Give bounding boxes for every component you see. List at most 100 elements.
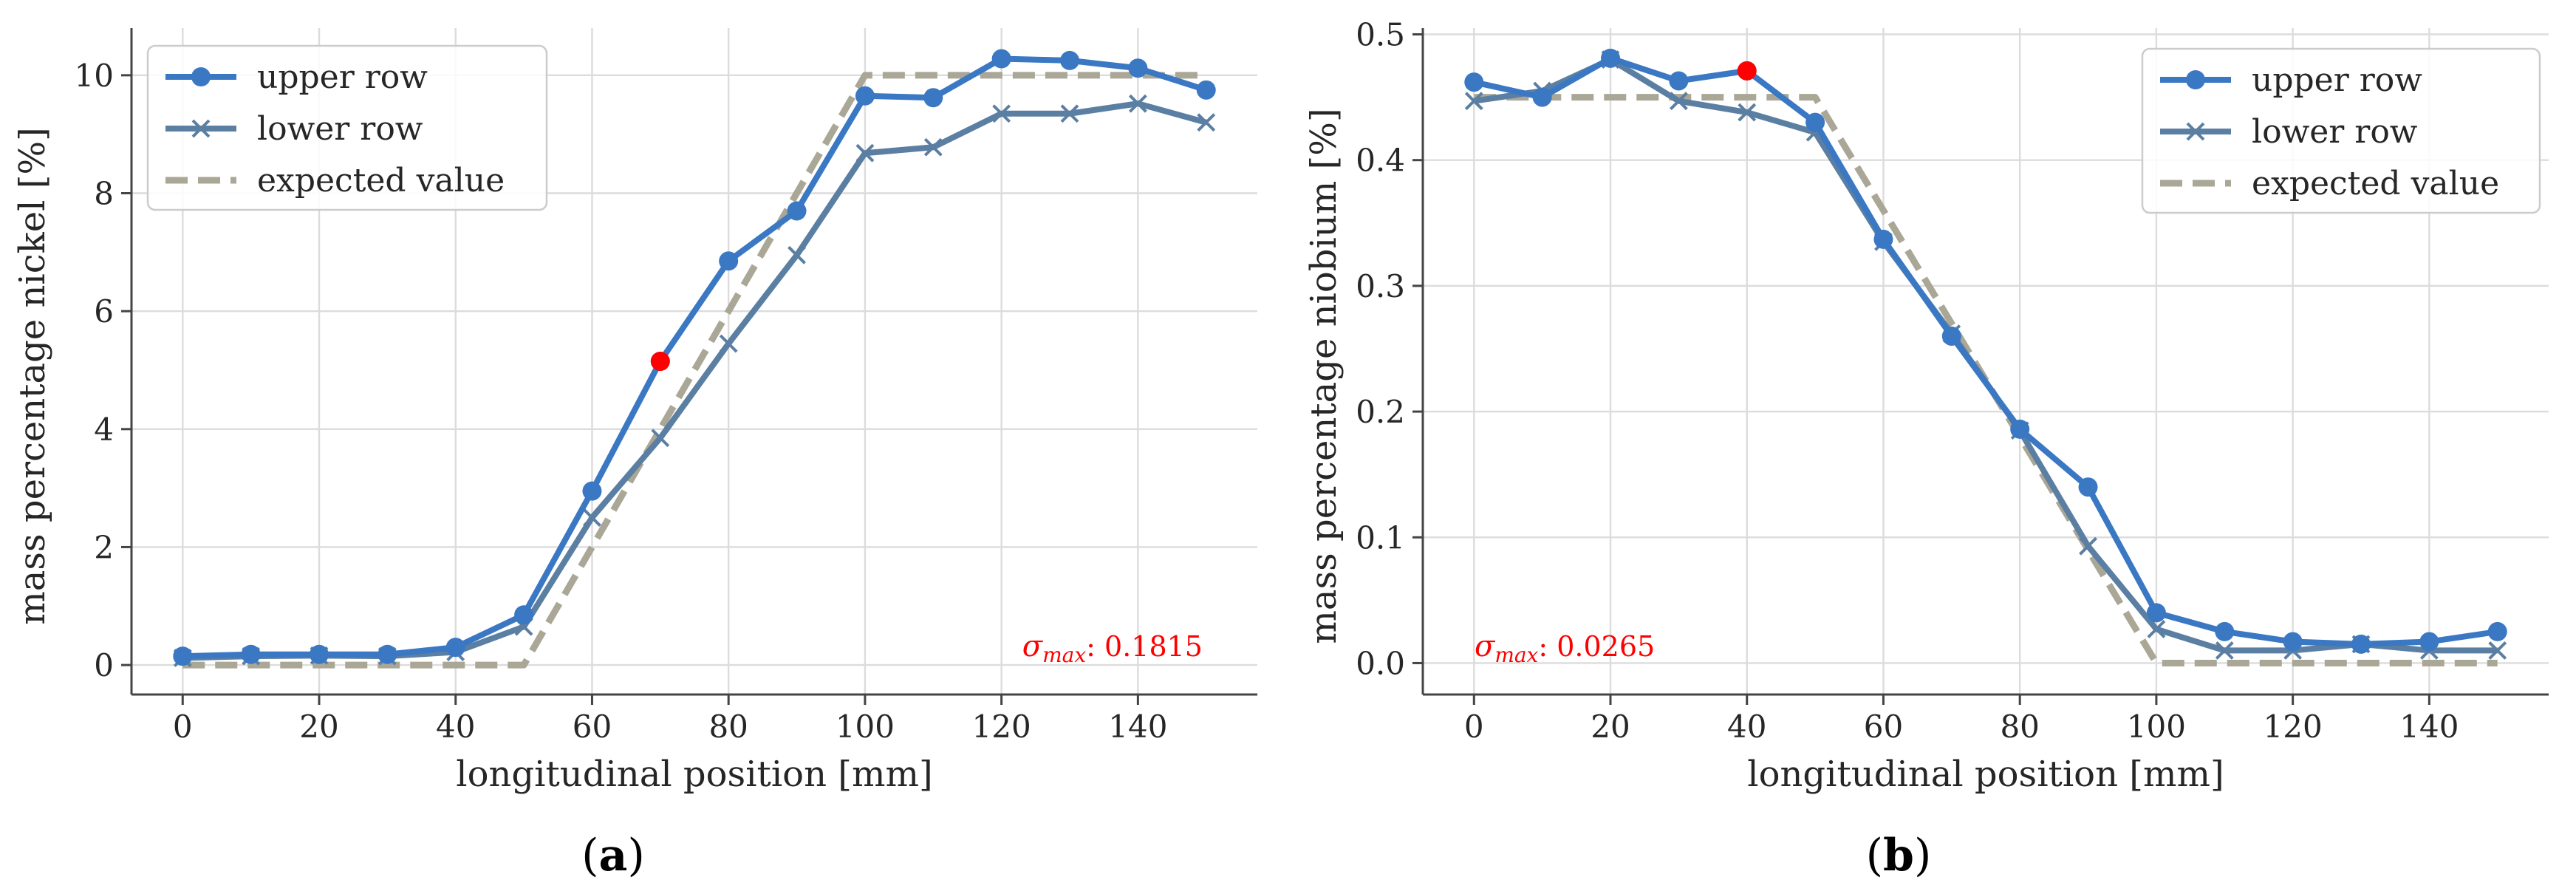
data-point-upper-row <box>377 644 397 664</box>
legend-frame <box>146 44 548 211</box>
legend-label-lower-row: lower row <box>257 110 423 148</box>
y-tick-label: 0.0 <box>1356 645 1405 681</box>
caption-letter: a <box>599 830 628 881</box>
x-tick-label: 120 <box>972 709 1031 745</box>
data-point-lower-row <box>992 104 1011 123</box>
y-tick-label: 0 <box>94 647 114 683</box>
legend-marker-upper-row <box>2186 70 2205 89</box>
y-tick-label: 0.5 <box>1356 17 1405 53</box>
data-point-upper-row <box>582 481 602 501</box>
y-axis-label: mass percentage niobium [%] <box>1303 108 1345 644</box>
y-tick-label: 2 <box>94 529 114 565</box>
y-tick-label: 8 <box>94 176 114 212</box>
data-point-lower-row <box>583 508 601 527</box>
x-axis-label: longitudinal position [mm] <box>456 754 932 795</box>
y-tick-label: 10 <box>75 58 114 94</box>
caption-letter: b <box>1883 830 1914 881</box>
legend: upper row lower row expected value <box>2141 47 2541 214</box>
x-axis-label: longitudinal position [mm] <box>1747 754 2224 795</box>
sigma-subscript: max <box>1042 643 1086 667</box>
y-tick-label: 0.3 <box>1356 268 1405 304</box>
series-line-upper-row <box>1473 55 2498 647</box>
caption-paren: ) <box>1914 830 1931 881</box>
data-point-upper-row <box>1060 50 1079 70</box>
chart-b: 0 20 40 60 80 100 120 140 0.0 0.1 0.2 0.3 0.4 0.5 long… <box>1303 17 2549 881</box>
data-point-upper-row <box>1669 71 1689 91</box>
y-tick-label: 0.2 <box>1356 394 1405 430</box>
data-point-upper-row <box>991 49 1011 69</box>
data-point-lower-row <box>1738 103 1757 122</box>
data-point-upper-row <box>2487 621 2507 641</box>
data-point-upper-row <box>1196 80 1216 100</box>
x-tick-label: 0 <box>173 709 193 745</box>
panel-caption: (a) <box>581 830 645 881</box>
data-point-upper-row <box>2351 634 2371 654</box>
data-point-upper-row <box>2215 621 2235 641</box>
data-point-upper-row <box>2283 632 2303 652</box>
sigma-subscript: max <box>1494 643 1538 667</box>
x-tick-label: 140 <box>1108 709 1167 745</box>
sigma-symbol: σ <box>1022 629 1044 663</box>
data-point-lower-row <box>923 137 943 157</box>
data-point-upper-row <box>855 86 875 106</box>
series-line-upper-row <box>182 55 1207 660</box>
x-tick-label: 20 <box>299 709 338 745</box>
data-point-upper-row <box>2419 632 2439 652</box>
data-point-upper-row <box>2010 419 2030 439</box>
x-tick-label: 40 <box>436 709 475 745</box>
data-point-upper-row <box>1601 48 1620 68</box>
data-point-lower-row <box>2147 620 2166 638</box>
data-point-lower-row <box>788 245 806 265</box>
data-point-lower-row <box>1197 113 1216 132</box>
data-point-upper-row <box>1941 326 1961 346</box>
legend-marker-lower-row <box>191 119 211 138</box>
chart-a: 0 20 40 60 80 100 120 140 0 2 4 6 8 10 longitudinal po… <box>12 28 1257 881</box>
panel-caption: (b) <box>1866 830 1932 881</box>
legend-label-lower-row: lower row <box>2252 113 2418 151</box>
sigma-value: : 0.0265 <box>1538 630 1655 663</box>
data-point-upper-row <box>719 251 739 271</box>
data-point-upper-row <box>1873 229 1893 249</box>
legend-marker-lower-row <box>2186 122 2205 141</box>
y-tick-label: 0.4 <box>1356 143 1405 179</box>
highlight-point <box>1737 61 1757 81</box>
legend-marker-upper-row <box>191 67 211 86</box>
legend-label-expected-value: expected value <box>257 162 505 199</box>
data-point-lower-row <box>2079 536 2097 556</box>
data-point-lower-row <box>651 429 670 448</box>
sigma-max-annotation: σmax: 0.1815 <box>1022 629 1203 667</box>
sigma-value: : 0.1815 <box>1086 630 1203 663</box>
data-point-upper-row <box>310 644 329 664</box>
y-tick-label: 0.1 <box>1356 519 1405 556</box>
data-point-lower-row <box>1464 92 1483 111</box>
x-tick-label: 80 <box>2000 709 2039 745</box>
data-point-upper-row <box>2146 603 2166 623</box>
x-tick-label: 60 <box>573 709 612 745</box>
x-tick-label: 40 <box>1727 709 1766 745</box>
x-tick-label: 140 <box>2399 709 2459 745</box>
y-tick-label: 6 <box>94 293 114 330</box>
data-point-lower-row <box>2215 641 2234 660</box>
data-point-upper-row <box>445 638 465 658</box>
data-point-lower-row <box>1060 104 1079 123</box>
data-point-upper-row <box>2078 477 2098 497</box>
x-tick-label: 100 <box>836 709 895 745</box>
data-point-upper-row <box>1805 112 1825 132</box>
legend-label-upper-row: upper row <box>2252 61 2422 99</box>
caption-paren: ( <box>581 830 598 881</box>
legend-label-upper-row: upper row <box>257 58 428 96</box>
legend-label-expected-value: expected value <box>2252 165 2499 202</box>
data-point-upper-row <box>1128 58 1148 78</box>
caption-paren: ( <box>1866 830 1883 881</box>
data-point-upper-row <box>514 605 534 625</box>
data-point-lower-row <box>1669 92 1688 111</box>
x-tick-label: 100 <box>2127 709 2186 745</box>
caption-paren: ) <box>627 830 644 881</box>
y-tick-label: 4 <box>94 412 114 448</box>
data-point-lower-row <box>855 143 875 163</box>
data-point-upper-row <box>241 644 261 664</box>
data-point-upper-row <box>787 201 807 221</box>
x-tick-label: 80 <box>708 709 748 745</box>
